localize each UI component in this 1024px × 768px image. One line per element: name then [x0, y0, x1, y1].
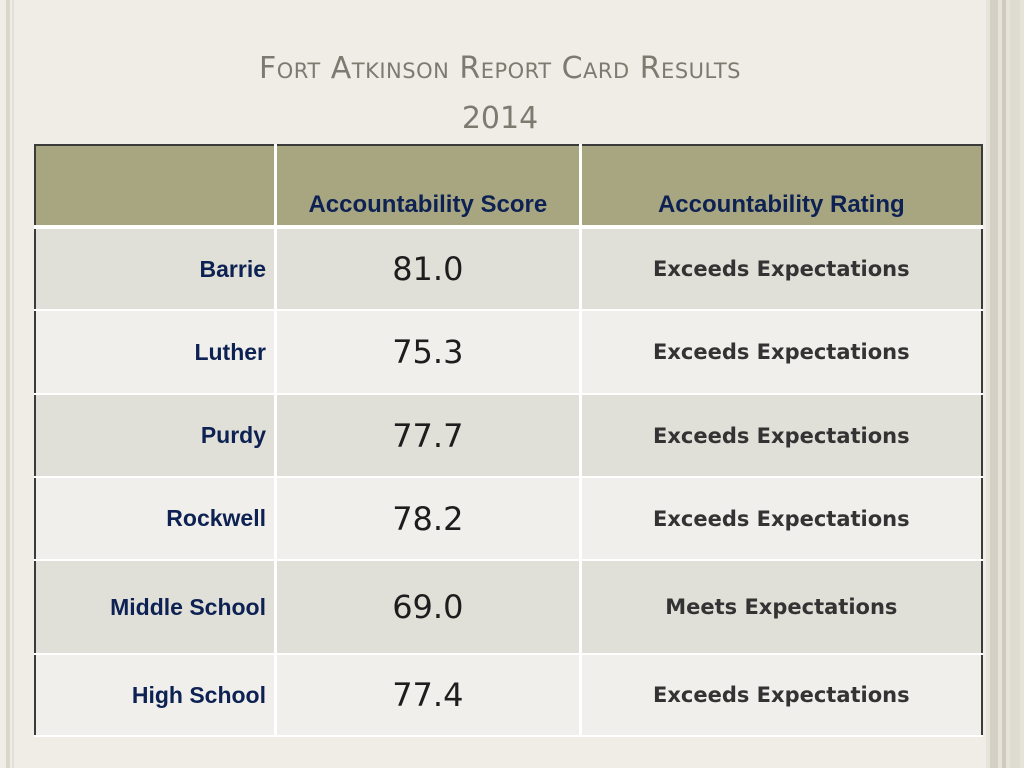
slide-border-stripe: [1002, 0, 1006, 768]
school-name: Middle School: [35, 560, 277, 655]
report-card-table: Accountability Score Accountability Rati…: [34, 144, 983, 737]
accountability-rating: Meets Expectations: [580, 560, 982, 655]
accountability-rating: Exceeds Expectations: [580, 654, 982, 737]
table-row: Middle School 69.0 Meets Expectations: [35, 560, 982, 655]
school-name: Purdy: [35, 394, 277, 478]
accountability-score: 77.7: [275, 394, 582, 478]
table-header-row: Accountability Score Accountability Rati…: [35, 145, 982, 229]
header-accountability-score: Accountability Score: [275, 145, 582, 229]
table-row: High School 77.4 Exceeds Expectations: [35, 654, 982, 737]
slide-border-left-inner: [12, 0, 14, 768]
slide-border-stripe: [990, 0, 998, 768]
table-row: Purdy 77.7 Exceeds Expectations: [35, 394, 982, 478]
header-accountability-rating: Accountability Rating: [580, 145, 982, 229]
accountability-score: 75.3: [275, 310, 582, 395]
accountability-score: 81.0: [275, 227, 582, 311]
accountability-score: 69.0: [275, 560, 582, 655]
school-name: Rockwell: [35, 477, 277, 561]
slide-border-right: [986, 0, 1024, 768]
accountability-rating: Exceeds Expectations: [580, 227, 982, 311]
slide-title: Fort Atkinson Report Card Results 2014: [0, 44, 1000, 144]
table-row: Rockwell 78.2 Exceeds Expectations: [35, 477, 982, 561]
accountability-score: 78.2: [275, 477, 582, 561]
school-name: High School: [35, 654, 277, 737]
slide-title-main: Fort Atkinson Report Card Results: [259, 51, 741, 86]
table-row: Barrie 81.0 Exceeds Expectations: [35, 227, 982, 311]
header-school: [35, 145, 277, 229]
table-row: Luther 75.3 Exceeds Expectations: [35, 310, 982, 395]
school-name: Luther: [35, 310, 277, 395]
slide-border-stripe: [1010, 0, 1020, 768]
accountability-score: 77.4: [275, 654, 582, 737]
accountability-rating: Exceeds Expectations: [580, 477, 982, 561]
slide-border-left: [6, 0, 10, 768]
accountability-rating: Exceeds Expectations: [580, 394, 982, 478]
accountability-rating: Exceeds Expectations: [580, 310, 982, 395]
school-name: Barrie: [35, 227, 277, 311]
slide-title-year: 2014: [461, 101, 539, 136]
